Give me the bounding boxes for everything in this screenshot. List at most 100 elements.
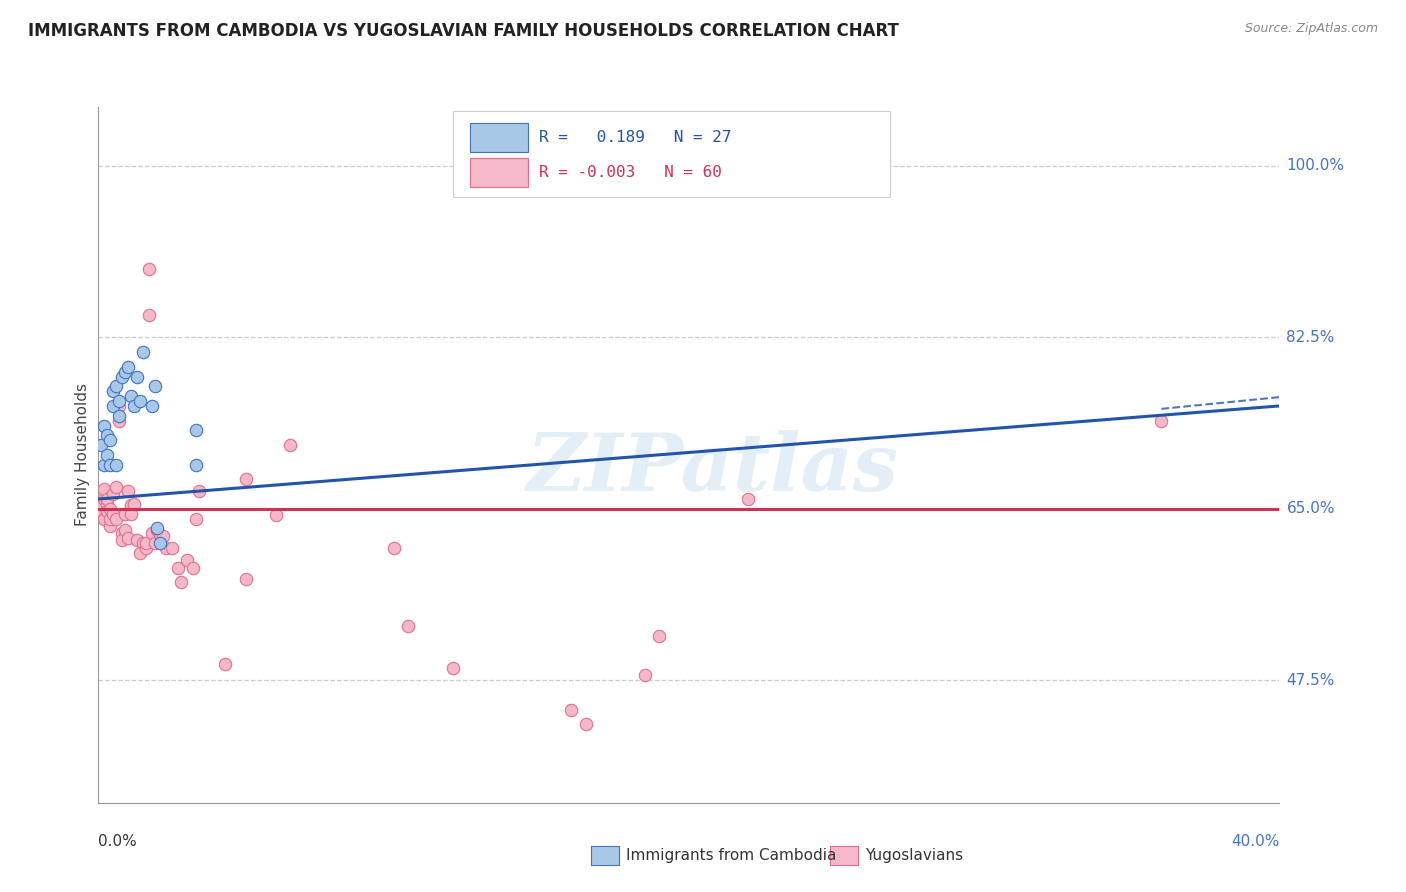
Point — [184, 424, 207, 438]
Point — [149, 528, 172, 542]
Point — [96, 491, 118, 506]
Point — [108, 394, 131, 409]
Point — [120, 389, 142, 403]
Point — [648, 153, 671, 168]
Point — [117, 484, 139, 499]
Point — [108, 399, 131, 413]
Point — [120, 498, 142, 512]
Point — [162, 541, 183, 555]
Point — [278, 438, 302, 452]
Point — [103, 507, 125, 521]
Point — [138, 308, 160, 322]
Point — [93, 491, 115, 506]
Text: 47.5%: 47.5% — [1286, 673, 1334, 688]
Point — [103, 487, 125, 501]
Point — [648, 629, 671, 643]
Text: 40.0%: 40.0% — [1232, 834, 1279, 849]
Point — [122, 497, 145, 511]
Point — [96, 497, 118, 511]
Point — [135, 541, 157, 555]
Point — [214, 657, 236, 671]
Point — [1150, 414, 1173, 428]
Point — [98, 434, 121, 448]
Point — [560, 703, 582, 717]
Point — [96, 428, 118, 442]
Point — [184, 511, 207, 525]
Point — [120, 507, 142, 521]
Point — [146, 524, 169, 538]
Point — [105, 511, 128, 525]
Point — [90, 497, 112, 511]
Point — [114, 524, 136, 538]
Point — [235, 573, 257, 587]
Y-axis label: Family Households: Family Households — [75, 384, 90, 526]
Point — [93, 418, 115, 433]
Point — [132, 536, 155, 550]
Point — [96, 448, 118, 462]
Point — [105, 480, 128, 494]
Point — [125, 533, 148, 548]
Text: Yugoslavians: Yugoslavians — [865, 848, 963, 863]
Point — [98, 519, 121, 533]
Point — [441, 660, 464, 674]
Point — [93, 458, 115, 472]
Point — [382, 541, 405, 555]
Point — [141, 526, 163, 541]
Point — [111, 369, 134, 384]
Point — [396, 619, 419, 633]
Text: R = -0.003   N = 60: R = -0.003 N = 60 — [538, 165, 721, 180]
Point — [143, 536, 166, 550]
Point — [105, 379, 128, 393]
Point — [146, 521, 169, 535]
Point — [117, 531, 139, 545]
Point — [135, 536, 157, 550]
Text: 65.0%: 65.0% — [1286, 501, 1334, 516]
Point — [122, 399, 145, 413]
Text: 82.5%: 82.5% — [1286, 330, 1334, 345]
Text: R =   0.189   N = 27: R = 0.189 N = 27 — [538, 130, 731, 145]
Point — [143, 379, 166, 393]
FancyBboxPatch shape — [453, 111, 890, 197]
Point — [187, 484, 209, 499]
Point — [108, 409, 131, 423]
Point — [108, 414, 131, 428]
Point — [128, 546, 150, 560]
Point — [114, 365, 136, 379]
Point — [633, 668, 655, 682]
Text: 100.0%: 100.0% — [1286, 159, 1344, 173]
FancyBboxPatch shape — [471, 123, 529, 153]
Point — [93, 511, 115, 525]
Point — [138, 261, 160, 276]
Point — [184, 458, 207, 472]
Point — [141, 399, 163, 413]
Point — [98, 458, 121, 472]
Point — [737, 491, 759, 506]
Point — [574, 717, 596, 731]
Point — [235, 472, 257, 486]
Point — [114, 507, 136, 521]
Point — [149, 536, 172, 550]
Point — [93, 482, 115, 496]
Point — [111, 533, 134, 548]
Text: 0.0%: 0.0% — [98, 834, 138, 849]
Text: IMMIGRANTS FROM CAMBODIA VS YUGOSLAVIAN FAMILY HOUSEHOLDS CORRELATION CHART: IMMIGRANTS FROM CAMBODIA VS YUGOSLAVIAN … — [28, 22, 898, 40]
Text: Source: ZipAtlas.com: Source: ZipAtlas.com — [1244, 22, 1378, 36]
Point — [170, 575, 193, 590]
Point — [90, 438, 112, 452]
Point — [128, 394, 150, 409]
Point — [98, 511, 121, 525]
Point — [117, 359, 139, 374]
Point — [96, 504, 118, 518]
Point — [98, 501, 121, 516]
Point — [105, 458, 128, 472]
Text: ZIPatlas: ZIPatlas — [526, 430, 898, 508]
Point — [103, 399, 125, 413]
Point — [167, 560, 190, 574]
Point — [103, 384, 125, 399]
Text: Immigrants from Cambodia: Immigrants from Cambodia — [626, 848, 837, 863]
Point — [264, 508, 287, 522]
Point — [90, 507, 112, 521]
Point — [111, 526, 134, 541]
Point — [125, 369, 148, 384]
FancyBboxPatch shape — [471, 158, 529, 187]
